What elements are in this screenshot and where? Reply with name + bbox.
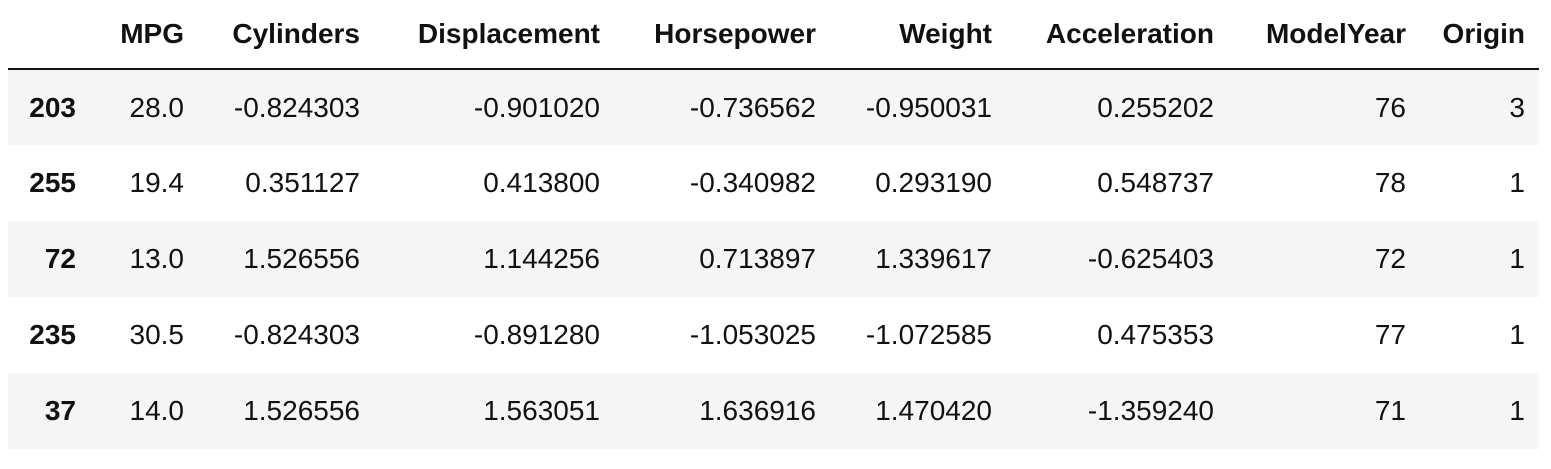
column-header-displacement: Displacement <box>374 0 614 70</box>
cell-acceleration: 0.548737 <box>1097 167 1214 198</box>
cell-weight: -1.072585 <box>865 319 992 350</box>
column-header-mpg: MPG <box>90 0 198 70</box>
cell-displacement: -0.891280 <box>473 319 600 350</box>
table-header: MPG Cylinders Displacement Horsepower We… <box>8 0 1539 70</box>
cell-acceleration: -0.625403 <box>1087 243 1214 274</box>
cell-modelyear: 72 <box>1374 243 1406 274</box>
row-index: 72 <box>44 243 76 274</box>
table-row: 255 19.4 0.351127 0.413800 -0.340982 0.2… <box>8 145 1539 221</box>
header-row: MPG Cylinders Displacement Horsepower We… <box>8 0 1539 70</box>
cell-horsepower: -0.340982 <box>689 167 816 198</box>
row-index: 235 <box>29 319 76 350</box>
cell-acceleration: 0.255202 <box>1097 91 1214 123</box>
table-row: 37 14.0 1.526556 1.563051 1.636916 1.470… <box>8 373 1539 449</box>
cell-mpg: 19.4 <box>129 167 185 198</box>
table-row: 203 28.0 -0.824303 -0.901020 -0.736562 -… <box>8 69 1539 145</box>
cell-horsepower: 0.713897 <box>699 243 816 274</box>
cell-acceleration: 0.475353 <box>1097 319 1214 350</box>
cell-origin: 1 <box>1509 319 1525 350</box>
cell-weight: -0.950031 <box>865 91 992 123</box>
cell-cylinders: 1.526556 <box>243 395 360 426</box>
cell-cylinders: 1.526556 <box>243 243 360 274</box>
cell-horsepower: -0.736562 <box>689 91 816 123</box>
cell-horsepower: 1.636916 <box>699 395 816 426</box>
table-body: 203 28.0 -0.824303 -0.901020 -0.736562 -… <box>8 69 1539 449</box>
cell-origin: 3 <box>1509 91 1525 123</box>
cell-weight: 0.293190 <box>875 167 992 198</box>
cell-modelyear: 76 <box>1374 91 1406 123</box>
row-index: 37 <box>44 395 76 426</box>
cell-modelyear: 78 <box>1374 167 1406 198</box>
column-header-origin: Origin <box>1420 0 1539 70</box>
row-index: 203 <box>29 91 76 123</box>
cell-displacement: -0.901020 <box>473 91 600 123</box>
column-header-cylinders: Cylinders <box>198 0 374 70</box>
cell-displacement: 1.563051 <box>483 395 600 426</box>
cell-origin: 1 <box>1509 167 1525 198</box>
column-header-horsepower: Horsepower <box>614 0 830 70</box>
cell-mpg: 13.0 <box>129 243 185 274</box>
column-header-modelyear: ModelYear <box>1228 0 1420 70</box>
cell-weight: 1.470420 <box>875 395 992 426</box>
column-header-acceleration: Acceleration <box>1006 0 1228 70</box>
cell-origin: 1 <box>1509 243 1525 274</box>
cell-displacement: 0.413800 <box>483 167 600 198</box>
cell-modelyear: 77 <box>1374 319 1406 350</box>
cell-mpg: 30.5 <box>129 319 185 350</box>
table-row: 72 13.0 1.526556 1.144256 0.713897 1.339… <box>8 221 1539 297</box>
cell-displacement: 1.144256 <box>483 243 600 274</box>
cell-modelyear: 71 <box>1374 395 1406 426</box>
cell-origin: 1 <box>1509 395 1525 426</box>
cell-acceleration: -1.359240 <box>1087 395 1214 426</box>
cell-cylinders: 0.351127 <box>245 167 360 198</box>
cell-cylinders: -0.824303 <box>233 319 360 350</box>
index-header <box>8 0 90 70</box>
cell-weight: 1.339617 <box>875 243 992 274</box>
cell-mpg: 14.0 <box>129 395 185 426</box>
row-index: 255 <box>29 167 76 198</box>
cell-cylinders: -0.824303 <box>233 91 360 123</box>
column-header-weight: Weight <box>830 0 1006 70</box>
cell-mpg: 28.0 <box>129 91 185 123</box>
cell-horsepower: -1.053025 <box>689 319 816 350</box>
dataframe-table: MPG Cylinders Displacement Horsepower We… <box>8 0 1539 449</box>
table-row: 235 30.5 -0.824303 -0.891280 -1.053025 -… <box>8 297 1539 373</box>
